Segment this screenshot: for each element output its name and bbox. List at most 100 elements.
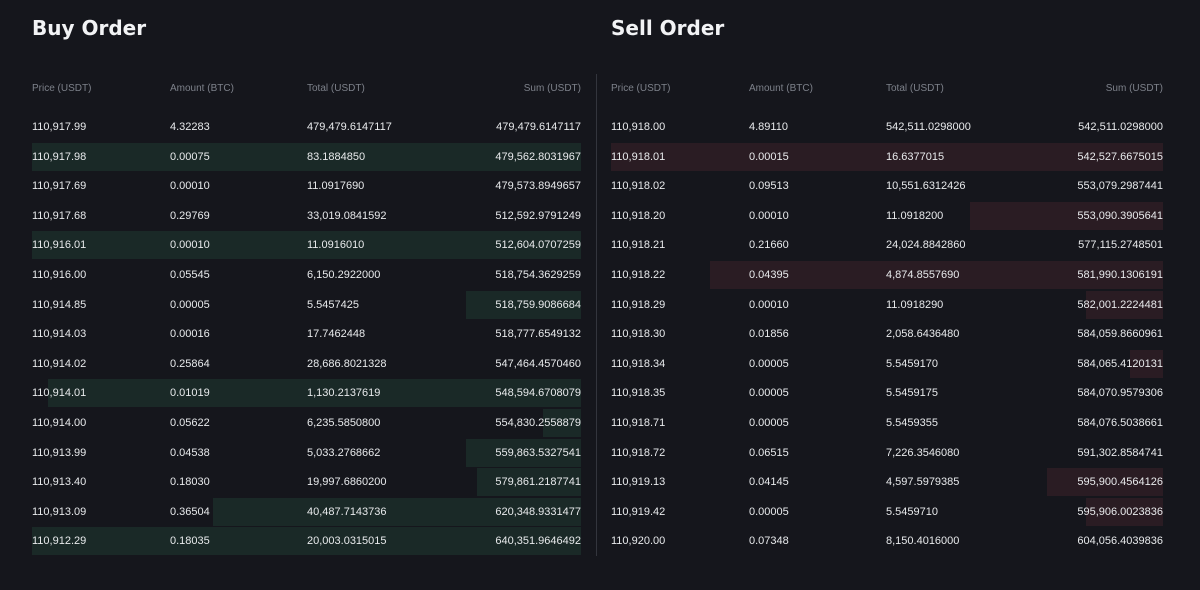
sum-cell: 604,056.4039836 [1077,535,1163,548]
price-cell: 110,920.00 [611,535,666,548]
amount-cell: 0.01856 [749,328,789,341]
total-cell: 11.0918290 [886,298,944,311]
buy-order-title: Buy Order [32,16,147,40]
buy-order-row[interactable]: 110,914.03 0.00016 17.7462448 518,777.65491… [32,320,581,348]
sum-cell: 579,861.2187741 [495,476,581,489]
sum-cell: 640,351.9646492 [495,535,581,548]
price-cell: 110,914.02 [32,357,87,370]
sell-order-row[interactable]: 110,918.72 0.06515 7,226.3546080 591,302.85… [611,439,1163,467]
buy-order-row[interactable]: 110,914.01 0.01019 1,130.2137619 548,594.67… [32,379,581,408]
depth-bar [48,379,581,408]
price-cell: 110,917.68 [32,209,87,222]
total-cell: 479,479.6147117 [307,121,392,133]
price-cell: 110,916.01 [32,239,87,252]
total-cell: 7,226.3546080 [886,446,960,459]
sell-order-row[interactable]: 110,919.42 0.00005 5.5459710 595,906.002383… [611,497,1163,526]
header-amount: Amount (BTC) [170,83,234,94]
buy-order-row[interactable]: 110,914.00 0.05622 6,235.5850800 554,830.25… [32,409,581,437]
buy-table-header: Price (USDT) Amount (BTC) Total (USDT) S… [32,82,581,96]
buy-order-row[interactable]: 110,912.29 0.18035 20,003.0315015 640,351.9… [32,527,581,556]
total-cell: 542,511.0298000 [886,121,971,133]
sum-cell: 512,604.0707259 [495,239,581,252]
price-cell: 110,918.02 [611,180,666,193]
amount-cell: 0.09513 [749,180,789,193]
total-cell: 2,058.6436480 [886,328,960,341]
price-cell: 110,919.13 [611,476,666,489]
buy-order-row[interactable]: 110,913.09 0.36504 40,487.7143736 620,348.9… [32,497,581,526]
sum-cell: 620,348.9331477 [495,505,581,518]
sum-cell: 584,065.4120131 [1077,357,1163,370]
header-total: Total (USDT) [307,83,365,94]
total-cell: 5,033.2768662 [307,446,381,459]
sell-order-row[interactable]: 110,918.34 0.00005 5.5459170 584,065.412013… [611,349,1163,378]
price-cell: 110,918.34 [611,357,666,370]
buy-order-row[interactable]: 110,914.85 0.00005 5.5457425 518,759.908668… [32,290,581,319]
price-cell: 110,918.20 [611,209,666,222]
buy-order-row[interactable]: 110,916.01 0.00010 11.0916010 512,604.07072… [32,231,581,260]
sell-order-row[interactable]: 110,918.22 0.04395 4,874.8557690 581,990.13… [611,261,1163,289]
total-cell: 5.5459175 [886,387,938,400]
header-amount: Amount (BTC) [749,83,813,94]
sum-cell: 595,900.4564126 [1077,476,1163,489]
amount-cell: 0.00010 [170,180,210,193]
buy-order-panel: Buy Order Price (USDT) Amount (BTC) Tota… [32,0,581,590]
price-cell: 110,919.42 [611,505,666,518]
amount-cell: 0.00010 [749,209,789,222]
amount-cell: 0.18035 [170,535,210,548]
buy-order-row[interactable]: 110,917.98 0.00075 83.1884850 479,562.80319… [32,142,581,171]
price-cell: 110,914.01 [32,387,87,400]
sum-cell: 479,479.6147117 [496,121,581,133]
sum-cell: 595,906.0023836 [1077,505,1163,518]
sum-cell: 584,059.8660961 [1077,328,1163,341]
buy-order-row[interactable]: 110,917.69 0.00010 11.0917690 479,573.89496… [32,172,581,200]
total-cell: 19,997.6860200 [307,476,387,489]
amount-cell: 0.21660 [749,239,789,252]
amount-cell: 0.00005 [749,417,789,429]
price-cell: 110,918.30 [611,328,666,341]
total-cell: 5.5459170 [886,357,938,370]
depth-bar [32,231,581,260]
amount-cell: 0.00010 [749,298,789,311]
price-cell: 110,917.99 [32,121,87,133]
depth-bar [1047,468,1163,497]
sell-order-row[interactable]: 110,918.20 0.00010 11.0918200 553,090.39056… [611,201,1163,230]
header-price: Price (USDT) [611,83,671,94]
total-cell: 10,551.6312426 [886,180,966,193]
price-cell: 110,918.72 [611,446,666,459]
total-cell: 40,487.7143736 [307,505,387,518]
price-cell: 110,912.29 [32,535,87,548]
sell-order-row[interactable]: 110,918.02 0.09513 10,551.6312426 553,079.2… [611,172,1163,200]
sell-order-row[interactable]: 110,919.13 0.04145 4,597.5979385 595,900.45… [611,468,1163,497]
sum-cell: 479,573.8949657 [495,180,581,193]
buy-order-row[interactable]: 110,917.68 0.29769 33,019.0841592 512,592.9… [32,202,581,230]
sell-order-row[interactable]: 110,918.30 0.01856 2,058.6436480 584,059.86… [611,320,1163,348]
depth-bar [32,527,581,556]
sell-order-title: Sell Order [611,16,725,40]
buy-order-row[interactable]: 110,917.99 4.32283 479,479.6147117 479,479.… [32,113,581,141]
amount-cell: 0.04395 [749,269,789,281]
sell-order-row[interactable]: 110,920.00 0.07348 8,150.4016000 604,056.40… [611,527,1163,555]
sum-cell: 577,115.2748501 [1078,239,1163,252]
price-cell: 110,918.22 [611,269,666,281]
total-cell: 4,597.5979385 [886,476,960,489]
sell-order-row[interactable]: 110,918.29 0.00010 11.0918290 582,001.22244… [611,290,1163,319]
sell-order-row[interactable]: 110,918.21 0.21660 24,024.8842860 577,115.2… [611,231,1163,259]
price-cell: 110,913.40 [32,476,87,489]
buy-order-row[interactable]: 110,914.02 0.25864 28,686.8021328 547,464.4… [32,350,581,378]
amount-cell: 0.00075 [170,150,210,163]
total-cell: 5.5457425 [307,298,359,311]
total-cell: 6,150.2922000 [307,269,381,281]
sell-order-row[interactable]: 110,918.00 4.89110 542,511.0298000 542,511.… [611,113,1163,141]
depth-bar [1085,290,1163,319]
depth-bar [542,409,581,437]
amount-cell: 0.29769 [170,209,210,222]
buy-order-row[interactable]: 110,913.40 0.18030 19,997.6860200 579,861.2… [32,468,581,497]
amount-cell: 0.06515 [749,446,789,459]
total-cell: 6,235.5850800 [307,417,381,429]
sell-order-row[interactable]: 110,918.01 0.00015 16.6377015 542,527.66750… [611,142,1163,171]
sum-cell: 512,592.9791249 [495,209,581,222]
sell-order-row[interactable]: 110,918.35 0.00005 5.5459175 584,070.957930… [611,379,1163,407]
buy-order-row[interactable]: 110,916.00 0.05545 6,150.2922000 518,754.36… [32,261,581,289]
sell-order-row[interactable]: 110,918.71 0.00005 5.5459355 584,076.503866… [611,409,1163,437]
buy-order-row[interactable]: 110,913.99 0.04538 5,033.2768662 559,863.53… [32,438,581,467]
